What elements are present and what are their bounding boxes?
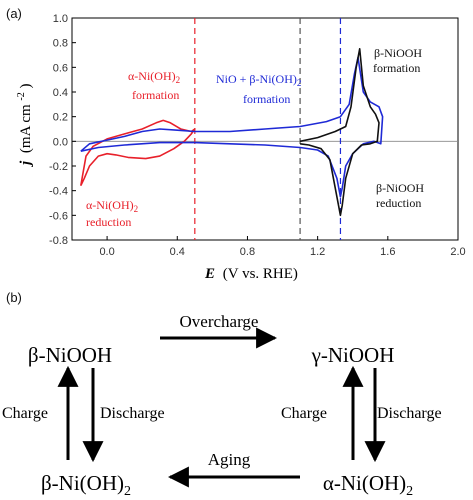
edge-charge-left-label: Charge xyxy=(2,405,48,422)
y-tick-label: -0.6 xyxy=(49,210,68,222)
x-tick-label: 0.8 xyxy=(240,246,255,258)
x-tick-label: 1.2 xyxy=(310,246,325,258)
edge-aging-label: Aging xyxy=(208,450,251,469)
x-tick-label: 2.0 xyxy=(450,246,465,258)
node-gamma-niooh: γ-NiOOH xyxy=(311,343,395,367)
cv-curves xyxy=(80,48,384,217)
x-axis-label: E (V vs. RHE) xyxy=(204,266,298,282)
y-ticks: 1.0 0.8 0.6 0.4 0.2 0.0 -0.2 -0.4 -0.6 -0.8 xyxy=(49,13,76,247)
y-tick-label: 0.6 xyxy=(53,62,68,74)
cv-curve-red xyxy=(80,119,196,187)
panel-label-a: (a) xyxy=(6,6,22,21)
plot-frame xyxy=(71,17,459,241)
x-tick-label: 1.6 xyxy=(380,246,395,258)
annotation-bnooh-formation: β-NiOOH xyxy=(374,46,422,60)
cv-curve-black xyxy=(299,48,380,217)
node-alpha-nioh2: α-Ni(OH)2 xyxy=(323,471,413,499)
annotation-bnooh-formation-2: formation xyxy=(373,61,420,75)
annotation-alpha-reduction: α-Ni(OH)2 xyxy=(86,198,138,214)
y-axis-label: j (mA cm -2 ) xyxy=(12,83,34,167)
annotation-nio-formation: NiO + β-Ni(OH)2 xyxy=(216,72,301,88)
edge-discharge-left-label: Discharge xyxy=(100,405,165,422)
annotation-alpha-reduction-2: reduction xyxy=(86,215,131,229)
annotation-nio-formation-2: formation xyxy=(243,92,290,106)
x-tick-label: 0.0 xyxy=(99,246,114,258)
panel-label-b: (b) xyxy=(6,290,22,305)
edge-overcharge-label: Overcharge xyxy=(180,312,259,331)
annotation-alpha-formation-2: formation xyxy=(132,88,179,102)
edge-charge-right-label: Charge xyxy=(281,405,327,422)
node-beta-niooh: β-NiOOH xyxy=(28,343,112,367)
y-tick-label: 0.2 xyxy=(53,112,68,124)
cv-curve-blue xyxy=(80,56,384,198)
annotation-bnooh-reduction: β-NiOOH xyxy=(376,181,424,195)
x-tick-label: 0.4 xyxy=(170,246,185,258)
annotation-bnooh-reduction-2: reduction xyxy=(376,196,421,210)
y-tick-label: -0.2 xyxy=(49,161,68,173)
edge-discharge-right-label: Discharge xyxy=(377,405,442,422)
y-tick-label: -0.4 xyxy=(49,186,68,198)
annotation-alpha-formation: α-Ni(OH)2 xyxy=(128,69,180,85)
y-tick-label: -0.8 xyxy=(49,235,68,247)
y-tick-label: 0.8 xyxy=(53,38,68,50)
y-tick-label: 0.4 xyxy=(53,87,68,99)
x-ticks: 0.0 0.4 0.8 1.2 1.6 2.0 xyxy=(99,236,466,258)
y-tick-label: 0.0 xyxy=(53,136,68,148)
y-tick-label: 1.0 xyxy=(53,13,68,25)
node-beta-nioh2: β-Ni(OH)2 xyxy=(41,471,131,499)
